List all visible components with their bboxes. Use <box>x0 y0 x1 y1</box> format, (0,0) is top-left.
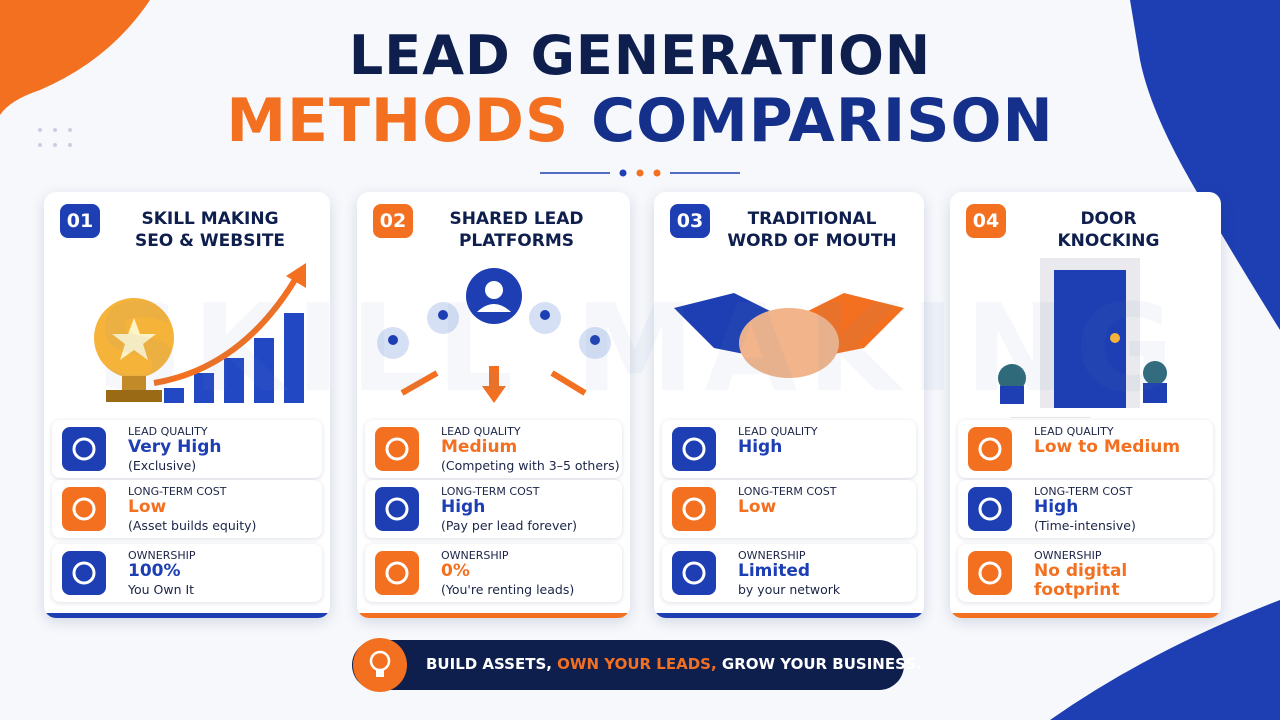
metric-row: LEAD QUALITY Medium (Competing with 3–5 ot… <box>365 420 622 478</box>
metric-icon <box>375 427 419 471</box>
metric-label: LONG-TERM COST <box>128 485 227 498</box>
card-accent-bar <box>950 613 1221 618</box>
card-title-line: SEO & WEBSITE <box>134 231 286 251</box>
metric-label: LEAD QUALITY <box>1034 425 1114 438</box>
card-title: SKILL MAKING SEO & WEBSITE <box>100 208 320 252</box>
metric-label: OWNERSHIP <box>738 549 806 562</box>
metric-icon <box>375 551 419 595</box>
metric-label: OWNERSHIP <box>128 549 196 562</box>
metric-row: LONG-TERM COST High (Time-intensive) <box>958 480 1213 538</box>
metric-label: LEAD QUALITY <box>441 425 521 438</box>
illustration <box>998 258 1167 418</box>
metric-icon <box>672 551 716 595</box>
metric-label: LONG-TERM COST <box>1034 485 1133 498</box>
metric-value: No digital footprint <box>1034 561 1128 600</box>
metric-row: LEAD QUALITY Very High (Exclusive) <box>52 420 322 478</box>
card-title: DOOR KNOCKING <box>1006 208 1211 252</box>
metric-icon <box>968 551 1012 595</box>
metric-icon <box>62 487 106 531</box>
card: 01 SKILL MAKING SEO & WEBSITE LEAD QUALITY… <box>44 192 330 618</box>
banner-part: BUILD ASSETS, <box>426 655 558 673</box>
metric-row: LEAD QUALITY High <box>662 420 916 478</box>
card-number: 02 <box>373 204 413 238</box>
banner-part: GROW YOUR BUSINESS. <box>716 655 922 673</box>
metric-row: OWNERSHIP 100% You Own It <box>52 544 322 602</box>
metric-note: (Time-intensive) <box>1034 518 1136 533</box>
metric-note: by your network <box>738 582 841 597</box>
footer-banner: BUILD ASSETS, OWN YOUR LEADS, GROW YOUR … <box>352 638 922 692</box>
card-title-line: SHARED LEAD <box>449 209 584 229</box>
banner-text: BUILD ASSETS, OWN YOUR LEADS, GROW YOUR … <box>426 655 922 673</box>
metric-icon <box>375 487 419 531</box>
metric-value: High <box>1034 497 1079 517</box>
card: 04 DOOR KNOCKING LEAD QUALITY Low to Medium… <box>950 192 1221 618</box>
card-accent-bar <box>44 613 330 618</box>
card-title: TRADITIONAL WORD OF MOUTH <box>710 208 914 252</box>
metric-value: Low to Medium <box>1034 437 1181 457</box>
metric-value: High <box>441 497 486 517</box>
metric-row: OWNERSHIP No digital footprint <box>958 544 1213 602</box>
card-number: 04 <box>966 204 1006 238</box>
metric-row: LONG-TERM COST High (Pay per lead forever) <box>365 480 622 538</box>
metric-note: (Pay per lead forever) <box>441 518 578 533</box>
metric-label: LEAD QUALITY <box>128 425 208 438</box>
metric-label: OWNERSHIP <box>441 549 509 562</box>
metric-note: (You're renting leads) <box>441 582 575 597</box>
card-title-line: TRADITIONAL <box>747 209 877 229</box>
title-line-2: METHODS COMPARISON <box>0 86 1280 156</box>
title-main: COMPARISON <box>591 86 1054 156</box>
metric-value: Low <box>128 497 167 517</box>
metric-icon <box>62 551 106 595</box>
metric-note: (Competing with 3–5 others) <box>441 458 620 473</box>
metric-row: LONG-TERM COST Low <box>662 480 916 538</box>
metric-value: 100% <box>128 561 181 581</box>
card-accent-bar <box>654 613 924 618</box>
metric-icon <box>968 487 1012 531</box>
metric-value: Low <box>738 497 777 517</box>
metric-label: OWNERSHIP <box>1034 549 1102 562</box>
metric-value: High <box>738 437 783 457</box>
title-accent: METHODS <box>226 86 570 156</box>
metric-row: OWNERSHIP Limited by your network <box>662 544 916 602</box>
metric-value: 0% <box>441 561 470 581</box>
banner-highlight: OWN YOUR LEADS, <box>557 655 717 673</box>
metric-value: Very High <box>128 437 222 457</box>
metric-label: LEAD QUALITY <box>738 425 818 438</box>
metric-value: Limited <box>738 561 811 581</box>
card: 03 TRADITIONAL WORD OF MOUTH LEAD QUALITY H… <box>654 192 924 618</box>
illustration <box>377 268 611 403</box>
illustration <box>94 263 306 403</box>
metric-label: LONG-TERM COST <box>738 485 837 498</box>
card: 02 SHARED LEAD PLATFORMS LEAD QUALITY Mediu… <box>357 192 630 618</box>
card-title-line: DOOR <box>1080 209 1137 229</box>
metric-note: (Exclusive) <box>128 458 197 473</box>
illustration <box>674 293 904 378</box>
card-title: SHARED LEAD PLATFORMS <box>413 208 620 252</box>
card-number: 03 <box>670 204 710 238</box>
bulb-icon <box>353 638 407 692</box>
metric-icon <box>672 487 716 531</box>
metric-icon <box>672 427 716 471</box>
metric-icon <box>62 427 106 471</box>
metric-icon <box>968 427 1012 471</box>
card-title-line: WORD OF MOUTH <box>727 231 897 251</box>
card-title-line: PLATFORMS <box>458 231 575 251</box>
card-title-line: SKILL MAKING <box>141 209 279 229</box>
card-accent-bar <box>357 613 630 618</box>
title-line-1: LEAD GENERATION <box>348 24 932 87</box>
metric-row: LONG-TERM COST Low (Asset builds equity) <box>52 480 322 538</box>
metric-label: LONG-TERM COST <box>441 485 540 498</box>
metric-note: (Asset builds equity) <box>128 518 257 533</box>
metric-value: Medium <box>441 437 518 457</box>
card-number: 01 <box>60 204 100 238</box>
metric-row: OWNERSHIP 0% (You're renting leads) <box>365 544 622 602</box>
card-title-line: KNOCKING <box>1057 231 1160 251</box>
metric-row: LEAD QUALITY Low to Medium <box>958 420 1213 478</box>
metric-note: You Own It <box>128 582 195 597</box>
